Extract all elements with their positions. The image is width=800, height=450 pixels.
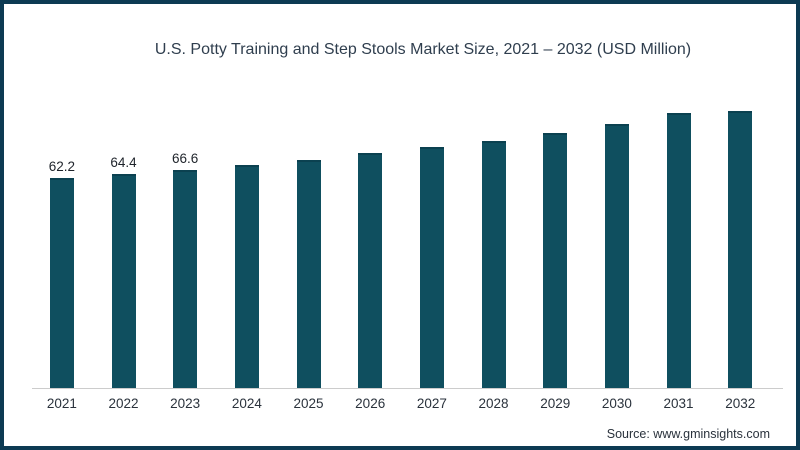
bar-slot <box>709 48 771 388</box>
x-tick-2029: 2029 <box>540 396 571 411</box>
x-tick-2027: 2027 <box>416 396 447 411</box>
bar-2032 <box>728 111 753 388</box>
x-tick-2032: 2032 <box>725 396 756 411</box>
x-tick-2031: 2031 <box>663 396 694 411</box>
x-tick-2023: 2023 <box>170 396 201 411</box>
x-tick-2021: 2021 <box>46 396 77 411</box>
bar-2029 <box>543 133 568 388</box>
bar-2025 <box>296 160 321 388</box>
bar-2027 <box>419 147 444 388</box>
x-axis-tick-labels: 2021 2022 2023 2024 2025 2026 2027 2028 2029 2030… <box>31 396 771 411</box>
bar-slot <box>278 48 340 388</box>
bar-2028 <box>481 141 506 388</box>
chart-title: U.S. Potty Training and Step Stools Mark… <box>154 41 692 58</box>
x-tick-2030: 2030 <box>601 396 632 411</box>
bar-2026 <box>358 153 383 388</box>
x-tick-2028: 2028 <box>478 396 509 411</box>
bar-2024 <box>234 165 259 388</box>
bar-2022 <box>111 174 136 388</box>
bar-slot <box>586 48 648 388</box>
bar-value-label: 62.2 <box>48 159 75 174</box>
bar-value-label: 64.4 <box>110 155 137 170</box>
x-axis-line <box>32 388 783 389</box>
bar-2021 <box>49 178 74 388</box>
bar-2023 <box>173 170 198 388</box>
bar-2031 <box>666 113 691 388</box>
bar-slot <box>401 48 463 388</box>
bar-slot: 66.6 <box>154 48 216 388</box>
bar-value-label: 66.6 <box>172 151 199 166</box>
bar-slot <box>216 48 278 388</box>
bar-slot: 62.2 <box>31 48 93 388</box>
x-tick-2026: 2026 <box>355 396 386 411</box>
x-tick-2022: 2022 <box>108 396 139 411</box>
x-tick-2025: 2025 <box>293 396 324 411</box>
bar-slot <box>463 48 525 388</box>
bar-slot <box>524 48 586 388</box>
bars-container: 62.2 64.4 66.6 <box>31 48 771 388</box>
bar-slot <box>648 48 710 388</box>
bar-slot: 64.4 <box>93 48 155 388</box>
bar-2030 <box>604 124 629 388</box>
x-tick-2024: 2024 <box>231 396 262 411</box>
source-credit: Source: www.gminsights.com <box>606 427 770 441</box>
bar-slot <box>339 48 401 388</box>
